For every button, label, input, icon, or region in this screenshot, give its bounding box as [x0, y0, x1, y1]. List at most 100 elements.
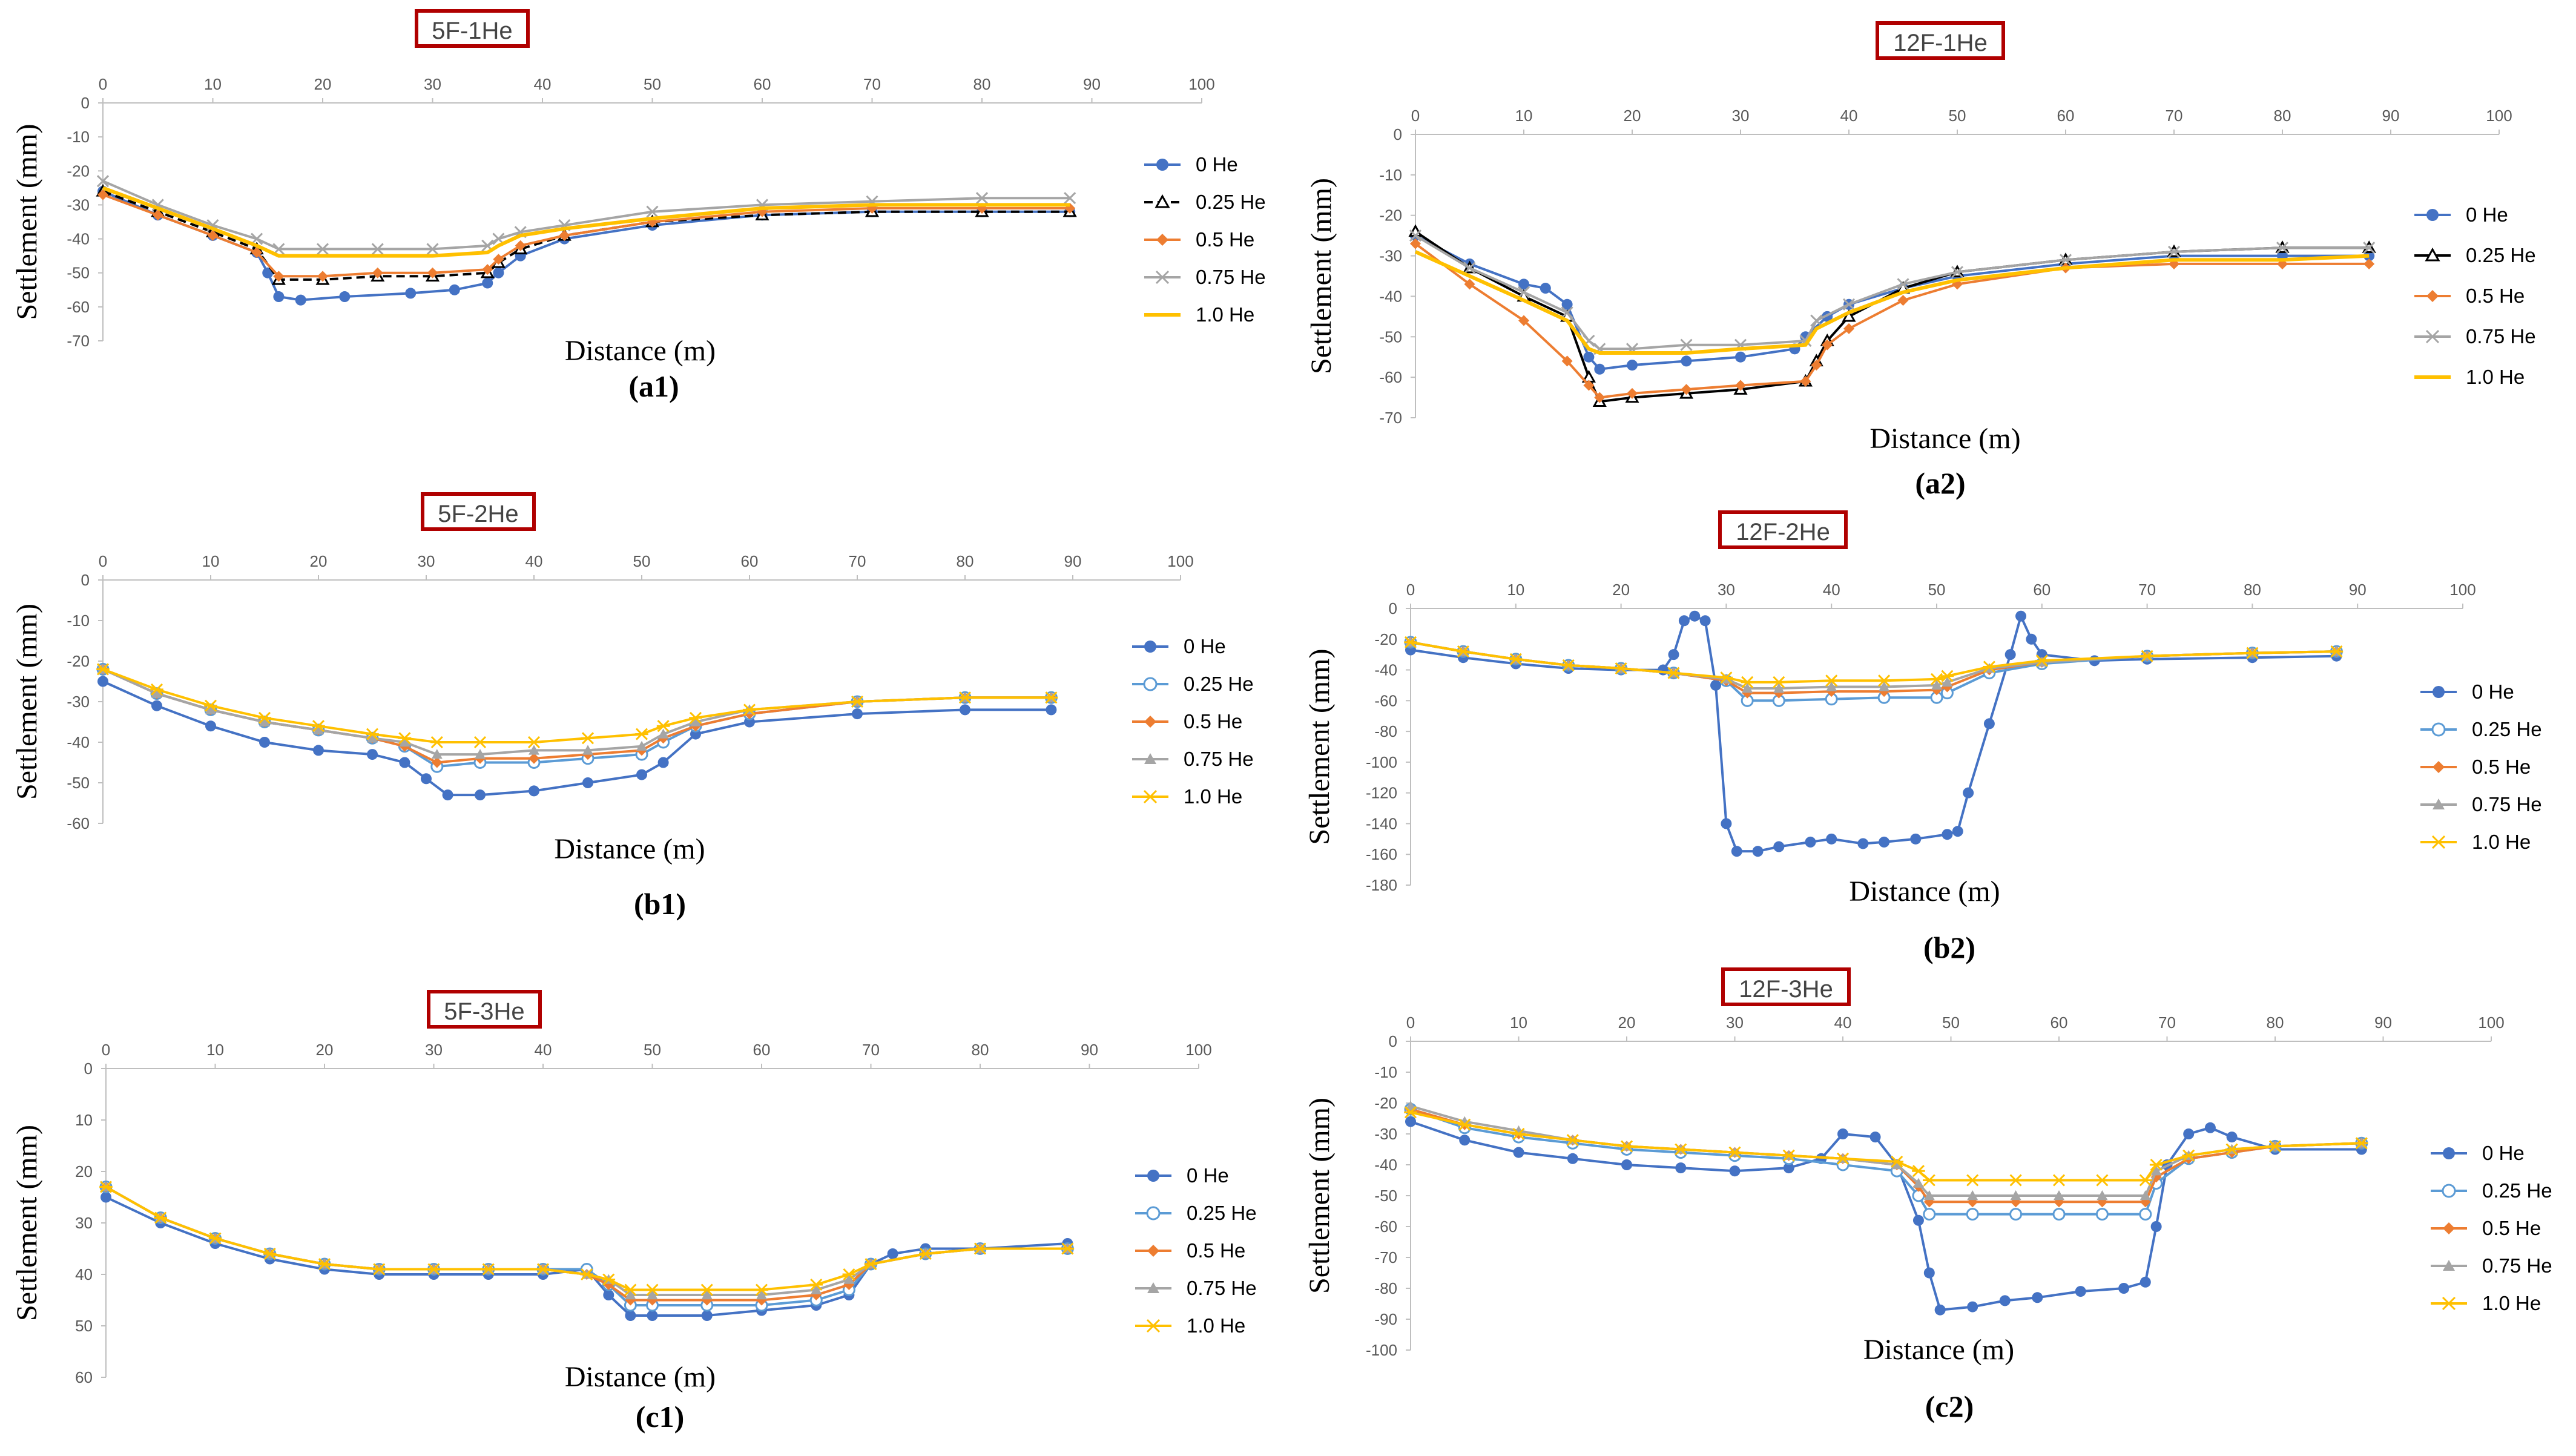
data-point	[756, 1290, 767, 1300]
data-point	[1627, 387, 1638, 399]
data-point	[1782, 1149, 1796, 1162]
legend-marker	[2443, 1147, 2455, 1159]
y-tick-label: -50	[67, 264, 90, 282]
x-tick-label: 90	[2374, 1013, 2392, 1032]
data-point	[152, 209, 163, 221]
legend-label: 1.0 He	[1187, 1314, 1245, 1337]
legend-entry: 0.25 He	[2414, 244, 2536, 266]
data-point	[97, 189, 108, 200]
data-point	[842, 1268, 856, 1281]
data-point	[1811, 360, 1822, 371]
data-point	[2225, 1143, 2239, 1156]
data-point	[2149, 1158, 2163, 1171]
y-tick-label: -40	[1379, 287, 1402, 305]
x-tick-label: 10	[1515, 107, 1533, 125]
data-point	[559, 229, 570, 241]
data-point	[372, 1263, 386, 1276]
legend-entry: 1.0 He	[1144, 303, 1254, 326]
data-point	[975, 192, 989, 205]
x-axis-title: Distance (m)	[1849, 875, 2000, 908]
data-point	[2032, 1292, 2043, 1303]
data-point	[1934, 1304, 1946, 1316]
data-point	[481, 1263, 495, 1276]
legend-label: 0.25 He	[1196, 191, 1266, 213]
x-tick-label: 100	[2486, 107, 2512, 125]
data-point	[151, 700, 162, 711]
x-tick-label: 40	[1823, 581, 1840, 599]
data-point	[398, 732, 412, 745]
data-point	[1752, 846, 1764, 857]
data-point	[1923, 1174, 1936, 1187]
x-tick-label: 40	[1834, 1013, 1852, 1032]
y-tick-label: -20	[1374, 630, 1397, 648]
data-point	[1983, 660, 1996, 673]
data-point	[2052, 1174, 2066, 1187]
series-line	[1414, 242, 2370, 399]
x-tick-label: 100	[1185, 1041, 1211, 1059]
data-point	[1061, 1242, 1075, 1255]
data-point	[1897, 295, 1909, 306]
y-tick-label: 0	[81, 94, 90, 112]
series-1p0-He	[99, 1181, 1075, 1296]
x-tick-label: 70	[2158, 1013, 2176, 1032]
data-point	[636, 769, 647, 780]
data-point	[1517, 286, 1530, 298]
series-line	[1410, 612, 2337, 853]
data-point	[1983, 718, 1995, 730]
y-tick-label: 10	[75, 1111, 93, 1129]
data-point	[367, 733, 378, 743]
data-point	[1681, 384, 1692, 395]
y-tick-label: -120	[1366, 784, 1397, 802]
y-tick-label: -50	[67, 774, 90, 792]
data-point	[482, 277, 493, 289]
series-0p75-He	[1405, 636, 2342, 693]
chart-c1: 0 10 20 30 40 50 60 70 80 90 100 0 10 20 30 40 50 60 0 He 0…	[11, 990, 1257, 1434]
data-point	[2010, 1190, 2021, 1201]
y-tick-label: 20	[75, 1162, 93, 1181]
x-tick-label: 50	[1949, 107, 1966, 125]
x-tick-label: 50	[1928, 581, 1946, 599]
data-point	[1999, 1295, 2011, 1306]
series-0p5-He	[97, 189, 1076, 282]
legend-entry: 0.25 He	[1132, 673, 1254, 695]
data-point	[1837, 1128, 1848, 1139]
legend-marker	[2425, 329, 2440, 344]
data-point	[251, 247, 263, 259]
data-point	[493, 254, 504, 265]
legend-label: 0 He	[1196, 153, 1238, 176]
x-tick-label: 0	[99, 552, 107, 570]
legend-marker	[2433, 686, 2445, 698]
legend-entry: 0.5 He	[2414, 285, 2525, 307]
legend-label: 1.0 He	[2466, 366, 2525, 388]
data-point	[1822, 339, 1833, 351]
data-point	[1621, 1159, 1632, 1170]
x-tick-label: 0	[1411, 107, 1420, 125]
data-point	[1658, 664, 1669, 676]
data-point	[811, 1284, 822, 1294]
data-point	[1404, 1106, 1417, 1119]
data-point	[580, 1268, 593, 1281]
y-tick-label: -70	[1379, 409, 1402, 427]
data-point	[1810, 314, 1823, 327]
data-point	[2245, 647, 2259, 659]
y-tick-label: -40	[67, 733, 90, 751]
y-tick-label: 0	[1389, 1032, 1397, 1050]
x-tick-label: 50	[1942, 1013, 1960, 1032]
y-tick-label: -60	[1374, 1217, 1397, 1236]
series-line	[102, 668, 1052, 743]
x-tick-label: 60	[754, 75, 771, 93]
x-tick-label: 30	[424, 75, 441, 93]
legend-entry: 0.25 He	[2420, 718, 2542, 740]
legend-marker	[2442, 1296, 2456, 1311]
legend-label: 0 He	[1187, 1164, 1229, 1187]
data-point	[426, 243, 439, 255]
data-point	[1457, 645, 1470, 658]
data-point	[2226, 1132, 2238, 1143]
data-point	[1594, 392, 1606, 403]
data-point	[1912, 1178, 1924, 1188]
x-tick-label: 70	[2138, 581, 2156, 599]
data-point	[625, 1290, 636, 1300]
data-point	[2015, 610, 2027, 622]
x-tick-label: 10	[202, 552, 220, 570]
